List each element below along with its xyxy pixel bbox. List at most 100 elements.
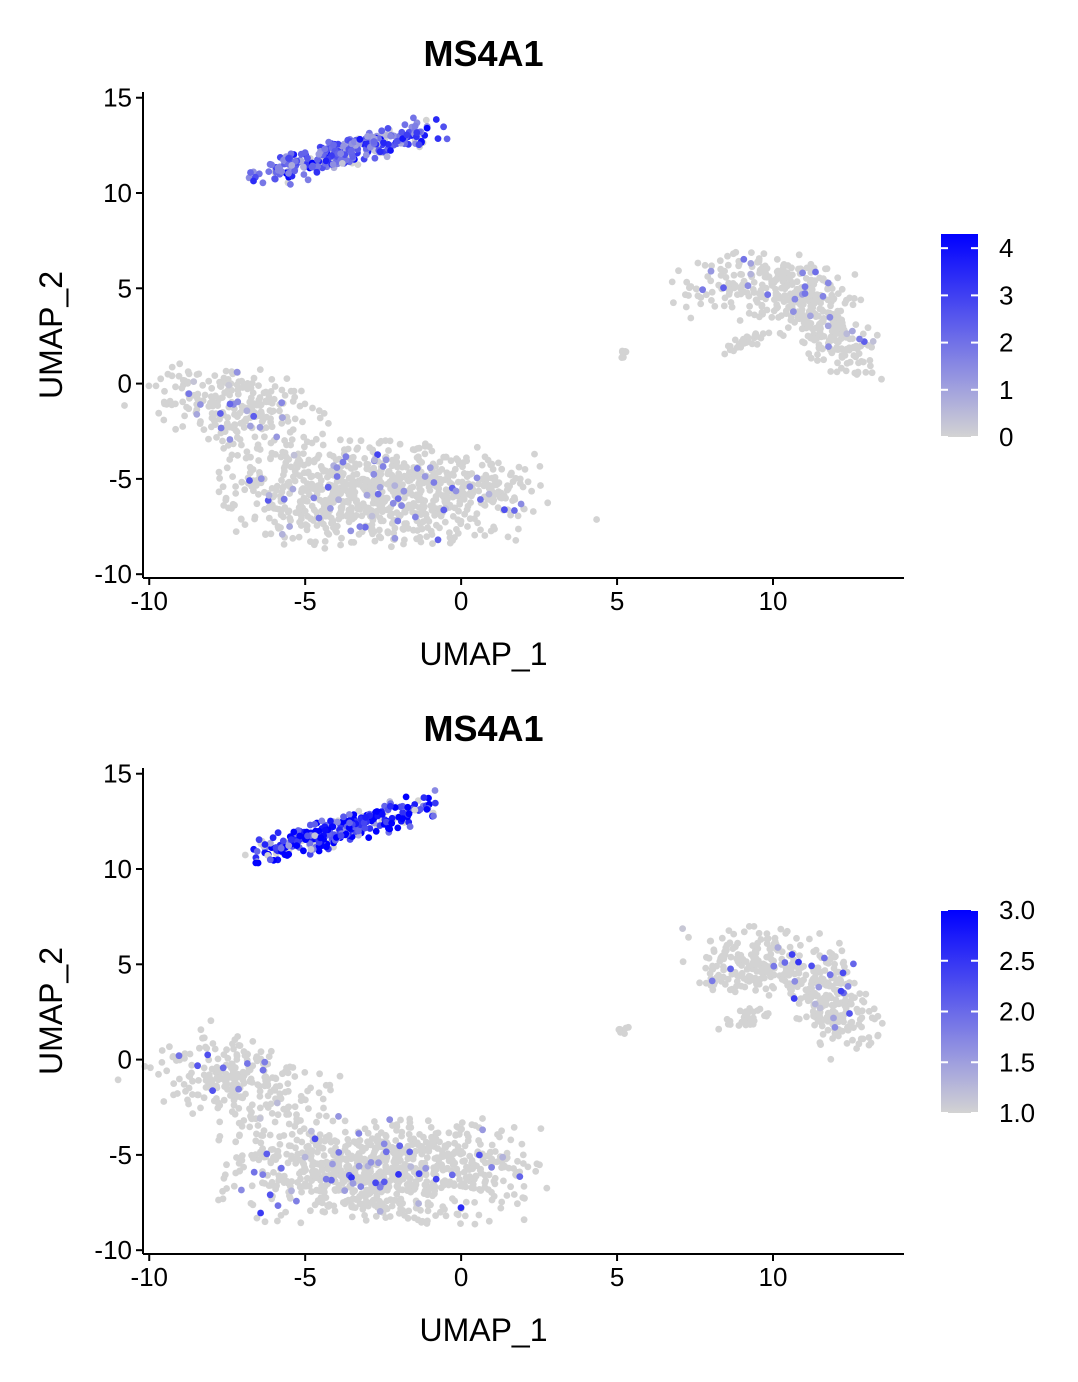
cell-point [279, 448, 287, 456]
cell-point [240, 1048, 248, 1055]
cell-point [463, 454, 470, 462]
cell-point [808, 334, 815, 342]
cell-point [265, 168, 273, 176]
cell-point [837, 1012, 845, 1019]
cell-point [185, 1072, 193, 1080]
cell-point [441, 498, 449, 506]
cell-point [471, 1199, 478, 1206]
cell-point [410, 114, 417, 122]
cell-point [292, 470, 300, 478]
cell-point [434, 536, 442, 544]
cell-point [213, 434, 220, 441]
cell-point [325, 531, 333, 538]
cell-point [270, 1153, 278, 1161]
cell-point [806, 935, 813, 943]
cell-point [441, 1179, 448, 1187]
cell-point [342, 1143, 349, 1150]
cell-point [185, 405, 193, 413]
cell-point [373, 507, 381, 515]
cell-point [422, 116, 430, 124]
cell-point [280, 495, 288, 503]
cell-point [293, 842, 301, 849]
cell-point [232, 1138, 240, 1146]
cell-point [308, 1127, 315, 1135]
cell-point [333, 473, 341, 480]
cell-point [327, 1086, 334, 1094]
cell-point [743, 333, 751, 341]
cell-point [168, 363, 176, 371]
cell-point [385, 824, 392, 832]
cell-point [801, 283, 809, 291]
cell-point [758, 301, 766, 309]
cell-point [278, 476, 285, 484]
cell-point [493, 1158, 501, 1166]
cell-point [849, 301, 857, 309]
cell-point [181, 412, 189, 420]
cell-point [351, 464, 359, 471]
cell-point [746, 302, 753, 310]
cell-point [432, 1212, 439, 1219]
cell-point [281, 1088, 289, 1096]
cell-point [385, 505, 393, 513]
cell-point [231, 411, 238, 418]
cell-point [327, 494, 334, 502]
cell-point [278, 386, 286, 394]
cell-point [194, 395, 201, 403]
y-tick-label: 10 [103, 854, 132, 884]
cell-point [257, 475, 265, 483]
cell-point [838, 1027, 846, 1035]
cell-point [793, 934, 800, 942]
cell-point [248, 482, 256, 490]
cell-point [403, 131, 411, 139]
cell-point [395, 1171, 402, 1178]
cell-point [406, 1148, 414, 1156]
cell-point [799, 338, 806, 346]
cell-point [205, 1071, 213, 1079]
y-tick-label: 5 [118, 949, 132, 979]
cell-point [175, 372, 183, 380]
cell-point [735, 1022, 743, 1029]
cell-point [276, 1082, 284, 1090]
cell-point [411, 1214, 418, 1222]
cell-point [428, 507, 436, 514]
cell-point [304, 832, 311, 840]
cell-point [401, 1212, 408, 1219]
cell-point [751, 311, 758, 319]
cell-point [784, 324, 792, 331]
cell-point [838, 364, 845, 372]
cell-point [419, 518, 427, 526]
cell-point [267, 1088, 275, 1096]
cell-point [241, 851, 249, 859]
cell-point [301, 443, 308, 451]
cell-point [335, 496, 342, 504]
cell-point [756, 269, 763, 277]
cell-point [241, 521, 249, 528]
cell-point [878, 375, 885, 383]
cell-point [278, 399, 286, 407]
cell-point [385, 468, 392, 476]
cell-point [250, 412, 258, 420]
cell-point [781, 977, 789, 985]
cell-point [750, 289, 758, 296]
cell-point [374, 490, 382, 498]
cell-point [320, 520, 327, 528]
cell-point [220, 1174, 228, 1182]
cell-point [220, 1096, 228, 1104]
legend-tick-label: 2.5 [999, 946, 1035, 976]
cell-point [430, 1168, 438, 1176]
cell-point [253, 1214, 261, 1222]
cell-point [786, 943, 794, 951]
cell-point [470, 1161, 478, 1169]
cell-point [816, 930, 823, 937]
cell-point [819, 1030, 827, 1038]
cell-point [795, 958, 802, 966]
cell-point [485, 482, 493, 489]
cell-point [457, 1204, 465, 1211]
cell-point [292, 1160, 300, 1167]
cell-point [864, 324, 872, 332]
cell-point [321, 826, 329, 834]
cell-point [230, 1182, 238, 1190]
cell-point [795, 1000, 803, 1007]
cell-point [179, 423, 187, 430]
cell-point [441, 1142, 449, 1150]
